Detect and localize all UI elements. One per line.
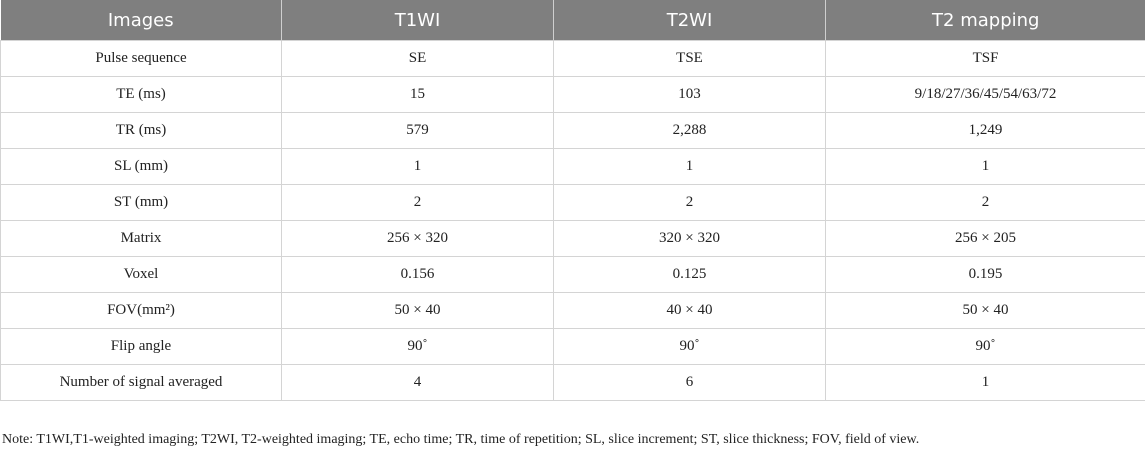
header-cell: T2 mapping	[825, 0, 1145, 41]
table-cell: 90˚	[281, 328, 554, 365]
table-cell: 256 × 205	[825, 220, 1145, 257]
table-row: Number of signal averaged 4 6 1	[0, 364, 1145, 401]
table-cell: 0.125	[553, 256, 826, 293]
table-cell: Voxel	[0, 256, 282, 293]
table-row: Pulse sequence SE TSE TSF	[0, 40, 1145, 77]
table-cell: 1	[553, 148, 826, 185]
table-row: FOV(mm²) 50 × 40 40 × 40 50 × 40	[0, 292, 1145, 329]
table-cell: TE (ms)	[0, 76, 282, 113]
table-cell: 90˚	[553, 328, 826, 365]
header-cell: T2WI	[553, 0, 826, 41]
header-row: Images T1WI T2WI T2 mapping	[0, 0, 1145, 41]
table-cell: 320 × 320	[553, 220, 826, 257]
table-cell: 2	[553, 184, 826, 221]
table-row: TR (ms) 579 2,288 1,249	[0, 112, 1145, 149]
table-cell: Pulse sequence	[0, 40, 282, 77]
table-cell: 1	[825, 148, 1145, 185]
table-cell: 4	[281, 364, 554, 401]
table-cell: 15	[281, 76, 554, 113]
table-row: SL (mm) 1 1 1	[0, 148, 1145, 185]
table-cell: ST (mm)	[0, 184, 282, 221]
table-cell: 2	[281, 184, 554, 221]
table-cell: 40 × 40	[553, 292, 826, 329]
table-cell: 1,249	[825, 112, 1145, 149]
table-row: Matrix 256 × 320 320 × 320 256 × 205	[0, 220, 1145, 257]
table-cell: 1	[825, 364, 1145, 401]
table-cell: FOV(mm²)	[0, 292, 282, 329]
header-cell: Images	[0, 0, 282, 41]
table-cell: 0.156	[281, 256, 554, 293]
table-body: Pulse sequence SE TSE TSF TE (ms) 15 103 9/18/2…	[0, 40, 1145, 401]
table-cell: 1	[281, 148, 554, 185]
table-cell: 50 × 40	[281, 292, 554, 329]
table-row: ST (mm) 2 2 2	[0, 184, 1145, 221]
table-row: TE (ms) 15 103 9/18/27/36/45/54/63/72	[0, 76, 1145, 113]
table-cell: TSE	[553, 40, 826, 77]
table-cell: 9/18/27/36/45/54/63/72	[825, 76, 1145, 113]
table-cell: 103	[553, 76, 826, 113]
table-cell: TSF	[825, 40, 1145, 77]
table-row: Flip angle 90˚ 90˚ 90˚	[0, 328, 1145, 365]
table-cell: 2,288	[553, 112, 826, 149]
table-cell: SE	[281, 40, 554, 77]
table-cell: 50 × 40	[825, 292, 1145, 329]
table-cell: Number of signal averaged	[0, 364, 282, 401]
table-cell: 2	[825, 184, 1145, 221]
table-row: Voxel 0.156 0.125 0.195	[0, 256, 1145, 293]
table-cell: 579	[281, 112, 554, 149]
table-note: Note: T1WI,T1-weighted imaging; T2WI, T2…	[2, 432, 920, 447]
table-cell: 256 × 320	[281, 220, 554, 257]
parameter-table: Images T1WI T2WI T2 mapping Pulse sequence S…	[0, 0, 1145, 401]
header-cell: T1WI	[281, 0, 554, 41]
table-cell: 0.195	[825, 256, 1145, 293]
table-cell: Matrix	[0, 220, 282, 257]
table-cell: TR (ms)	[0, 112, 282, 149]
table-cell: 90˚	[825, 328, 1145, 365]
table-cell: 6	[553, 364, 826, 401]
table-cell: SL (mm)	[0, 148, 282, 185]
table-cell: Flip angle	[0, 328, 282, 365]
